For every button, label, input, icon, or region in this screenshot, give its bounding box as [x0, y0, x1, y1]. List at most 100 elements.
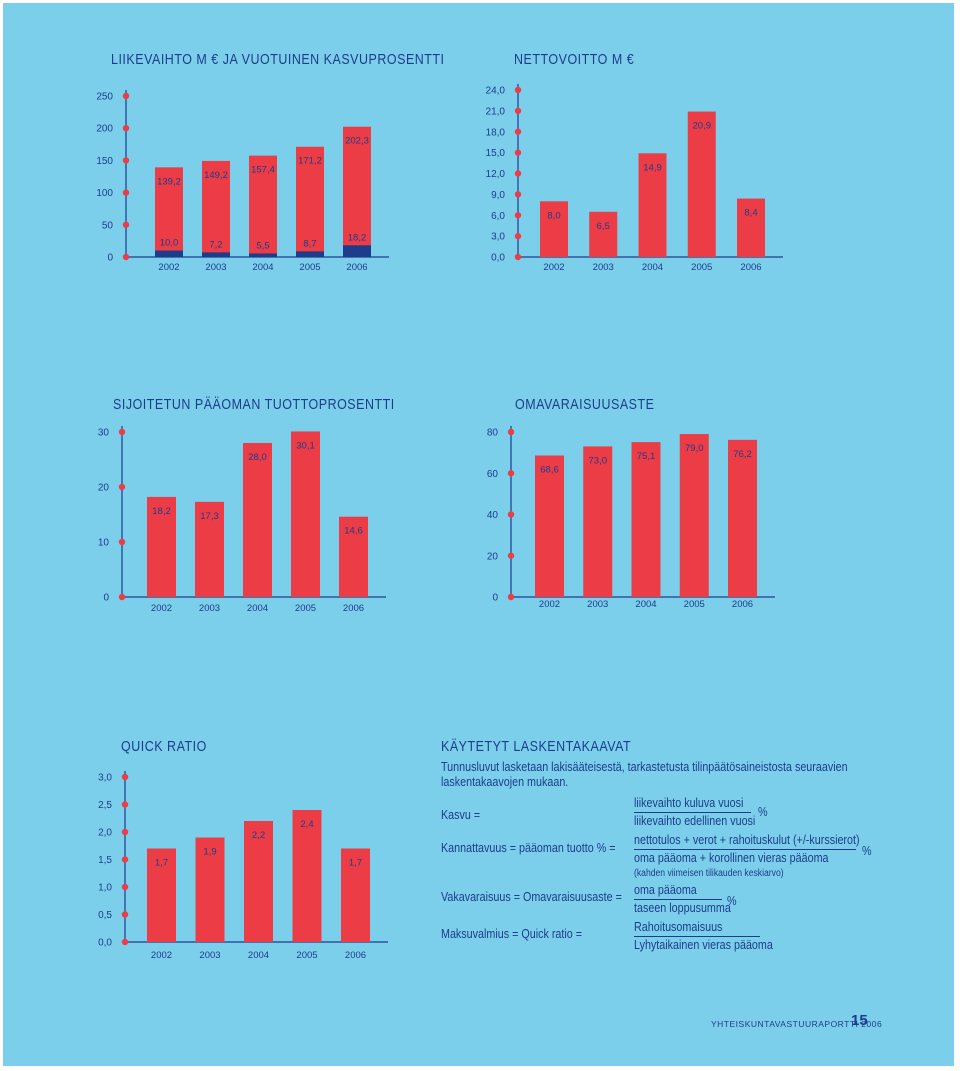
y-tick-label: 0,5 — [98, 910, 112, 921]
y-tick-marker — [122, 253, 130, 261]
y-tick-marker — [121, 801, 129, 808]
bar-liikevaihto-2004 — [249, 155, 277, 257]
y-tick-marker — [118, 483, 126, 491]
page-number: 15 — [851, 1012, 868, 1029]
y-tick-label: 50 — [102, 220, 114, 231]
x-tick-label: 2003 — [593, 262, 614, 273]
chart-title-tuottoprosentti: SIJOITETUN PÄÄOMAN TUOTTOPROSENTTI — [113, 397, 395, 413]
bar-tuottoprosentti-2006 — [339, 516, 368, 597]
x-tick-label: 2005 — [296, 950, 317, 961]
y-tick-marker — [514, 107, 522, 115]
x-tick-label: 2005 — [295, 603, 316, 614]
bar-nettovoitto-2002 — [540, 201, 568, 257]
x-tick-label: 2002 — [151, 603, 172, 614]
y-tick-label: 2,0 — [98, 828, 112, 839]
x-tick-label: 2006 — [732, 599, 753, 610]
y-tick-label: 2,5 — [98, 800, 112, 811]
bar-growth-2005 — [296, 251, 324, 257]
y-tick-label: 40 — [487, 510, 499, 521]
bar-omavaraisuusaste-2002 — [535, 455, 564, 597]
x-tick-label: 2002 — [158, 262, 179, 273]
y-tick-label: 18,0 — [486, 127, 506, 138]
y-tick-marker — [121, 856, 129, 863]
data-label: 2,2 — [252, 830, 265, 841]
bar-tuottoprosentti-2005 — [291, 431, 320, 597]
data-label: 1,7 — [349, 858, 362, 869]
data-label: 1,7 — [155, 858, 168, 869]
y-tick-label: 1,0 — [98, 883, 112, 894]
y-tick-label: 30 — [98, 428, 110, 439]
y-tick-marker — [122, 125, 130, 132]
data-label: 149,2 — [204, 170, 228, 181]
bar-omavaraisuusaste-2006 — [728, 439, 757, 597]
y-tick-marker — [514, 86, 522, 94]
data-label: 68,6 — [540, 465, 559, 476]
y-tick-label: 0,0 — [491, 253, 505, 264]
bar-tuottoprosentti-2003 — [195, 501, 224, 597]
x-tick-label: 2002 — [543, 262, 564, 273]
data-label: 18,2 — [152, 506, 171, 517]
data-label: 79,0 — [685, 443, 704, 454]
data-label: 202,3 — [345, 136, 369, 147]
bar-nettovoitto-2004 — [638, 153, 667, 257]
bar-quickratio-2002 — [147, 848, 176, 942]
x-tick-label: 2006 — [343, 603, 364, 614]
y-tick-marker — [514, 128, 522, 135]
data-label: 139,2 — [157, 176, 181, 187]
y-tick-marker — [507, 511, 515, 518]
y-tick-marker — [118, 593, 126, 601]
bar-growth-2002 — [155, 250, 183, 257]
bar-liikevaihto-2003 — [202, 160, 230, 257]
y-tick-marker — [118, 538, 126, 546]
y-tick-label: 60 — [487, 469, 499, 480]
y-tick-marker — [507, 552, 515, 559]
y-tick-marker — [121, 828, 129, 836]
data-label: 14,6 — [344, 526, 363, 537]
y-tick-marker — [514, 170, 522, 177]
data-label: 75,1 — [637, 451, 656, 462]
data-label: 2,4 — [300, 819, 313, 830]
data-label: 14,9 — [643, 162, 662, 173]
x-tick-label: 2006 — [346, 262, 367, 273]
chart-title-quickratio: QUICK RATIO — [121, 739, 207, 755]
y-tick-label: 21,0 — [486, 106, 506, 117]
y-tick-marker — [514, 212, 522, 219]
x-tick-label: 2006 — [345, 950, 366, 961]
y-tick-label: 6,0 — [491, 211, 505, 222]
x-tick-label: 2006 — [740, 262, 761, 273]
y-tick-label: 100 — [96, 188, 113, 199]
bar-quickratio-2006 — [341, 848, 370, 942]
x-tick-label: 2004 — [252, 262, 273, 273]
y-tick-label: 80 — [487, 428, 499, 439]
data-label: 76,2 — [733, 449, 752, 460]
bar-liikevaihto-2002 — [155, 167, 183, 257]
y-tick-label: 24,0 — [486, 86, 506, 97]
bar-growth-2006 — [343, 245, 371, 257]
y-tick-label: 0 — [107, 253, 113, 264]
y-tick-label: 0 — [103, 593, 109, 604]
y-tick-marker — [122, 221, 130, 228]
y-tick-marker — [514, 191, 522, 198]
y-tick-label: 0 — [492, 593, 498, 604]
bar-quickratio-2005 — [292, 810, 322, 942]
y-tick-marker — [514, 232, 522, 240]
y-tick-marker — [121, 883, 129, 891]
y-tick-label: 1,5 — [98, 855, 112, 866]
y-tick-label: 20 — [98, 483, 110, 494]
x-tick-label: 2003 — [199, 950, 220, 961]
data-label: 30,1 — [296, 440, 315, 451]
data-label-growth: 5,5 — [256, 240, 269, 251]
data-label: 1,9 — [203, 847, 216, 858]
x-tick-label: 2004 — [248, 950, 269, 961]
data-label: 6,5 — [597, 221, 610, 232]
y-tick-label: 15,0 — [486, 148, 506, 159]
y-tick-label: 9,0 — [491, 190, 505, 201]
data-label: 171,2 — [298, 156, 322, 167]
data-label: 8,4 — [744, 208, 757, 219]
y-tick-label: 3,0 — [491, 232, 505, 243]
y-tick-marker — [507, 428, 515, 436]
